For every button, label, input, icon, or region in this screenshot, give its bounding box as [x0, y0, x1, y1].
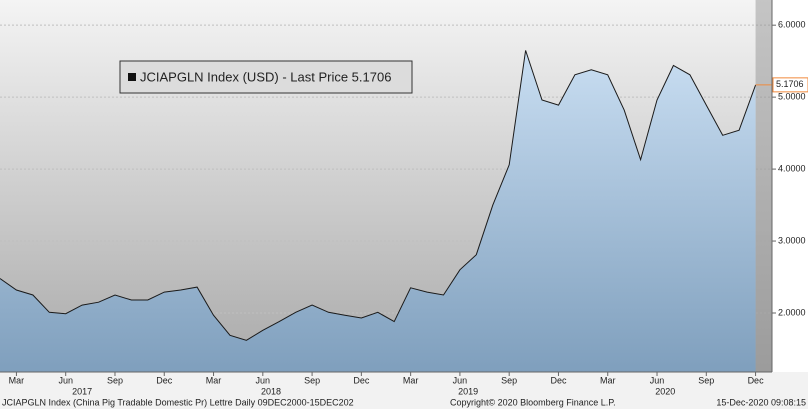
- y-tick-label: 3.0000: [778, 235, 806, 245]
- year-label: 2018: [261, 386, 281, 396]
- x-tick-label: Mar: [206, 375, 222, 385]
- x-tick-label: Mar: [600, 375, 616, 385]
- no-data-region: [755, 0, 772, 372]
- x-tick-label: Jun: [453, 375, 468, 385]
- x-tick-label: Jun: [256, 375, 271, 385]
- y-tick-label: 5.0000: [778, 92, 806, 102]
- x-tick-label: Dec: [156, 375, 173, 385]
- line: [0, 50, 757, 341]
- x-tick-label: Mar: [9, 375, 25, 385]
- footer-right: 15-Dec-2020 09:08:15: [716, 397, 806, 407]
- x-tick-label: Dec: [748, 375, 765, 385]
- y-tick-label: 2.0000: [778, 307, 806, 317]
- legend-box: [119, 60, 413, 94]
- last-price-box: [772, 77, 808, 93]
- y-tick-label: 4.0000: [778, 163, 806, 173]
- legend-swatch: [128, 73, 136, 81]
- year-label: 2020: [655, 386, 675, 396]
- year-label: 2019: [458, 386, 478, 396]
- x-axis-panel: [0, 372, 808, 409]
- x-tick-label: Sep: [107, 375, 123, 385]
- x-tick-label: Sep: [304, 375, 320, 385]
- footer-center: Copyright© 2020 Bloomberg Finance L.P.: [450, 397, 616, 407]
- last-price-label: 5.1706: [776, 79, 804, 89]
- x-tick-label: Jun: [58, 375, 73, 385]
- y-tick-label: 6.0000: [778, 20, 806, 30]
- footer-left: JCIAPGLN Index (China Pig Tradable Domes…: [2, 397, 354, 407]
- x-tick-label: Dec: [550, 375, 567, 385]
- x-tick-label: Dec: [353, 375, 370, 385]
- axis-panel: [772, 0, 808, 372]
- x-tick-label: Sep: [698, 375, 714, 385]
- area: [0, 50, 756, 373]
- legend-label: JCIAPGLN Index (USD) - Last Price 5.1706: [140, 69, 391, 84]
- x-tick-label: Jun: [650, 375, 665, 385]
- x-tick-label: Mar: [403, 375, 419, 385]
- year-label: 2017: [72, 386, 92, 396]
- x-tick-label: Sep: [501, 375, 517, 385]
